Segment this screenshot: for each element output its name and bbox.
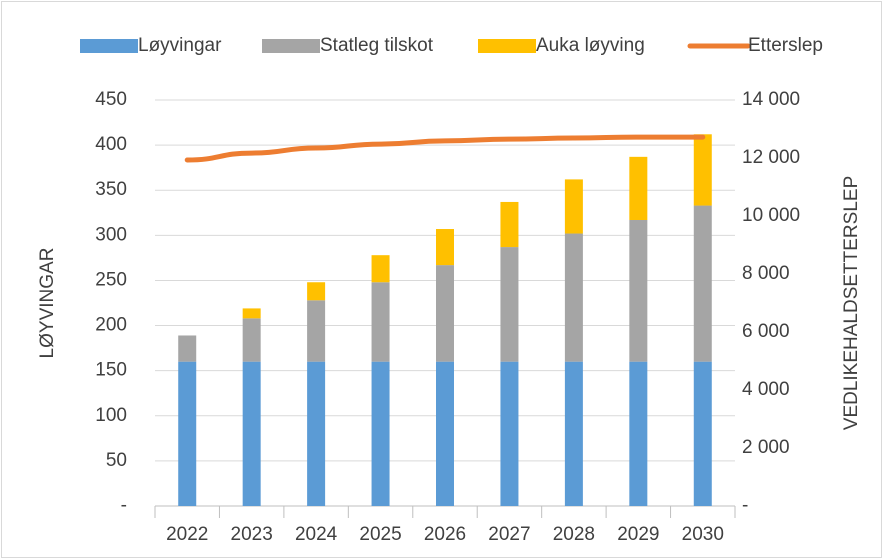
x-tick-label: 2026 xyxy=(424,524,466,545)
bar xyxy=(436,265,454,362)
bar xyxy=(629,156,648,220)
y2-tick-label: - xyxy=(742,495,748,516)
y-tick-label: 450 xyxy=(95,89,127,110)
y2-tick-label: 14 000 xyxy=(742,89,800,110)
legend-label: Etterslep xyxy=(748,35,823,56)
y-tick-label: 250 xyxy=(95,269,127,290)
bar xyxy=(178,361,197,506)
legend-label: Auka løyving xyxy=(536,35,645,56)
legend-swatch xyxy=(262,39,320,53)
bar xyxy=(564,233,583,362)
y2-tick-label: 4 000 xyxy=(742,379,790,400)
legend-label: Statleg tilskot xyxy=(320,35,434,56)
x-tick-label: 2023 xyxy=(231,524,273,545)
bar xyxy=(242,361,261,506)
y-axis-label: LØYVINGAR xyxy=(37,248,58,359)
bar xyxy=(242,308,261,319)
bar xyxy=(371,282,390,362)
bar xyxy=(371,255,390,283)
x-tick-label: 2025 xyxy=(359,524,401,545)
bar xyxy=(629,219,648,362)
bar xyxy=(629,361,648,506)
x-tick-label: 2024 xyxy=(295,524,338,545)
legend-label: Løyvingar xyxy=(138,35,222,56)
bar xyxy=(436,229,454,266)
bar xyxy=(500,201,519,248)
y2-tick-label: 12 000 xyxy=(742,147,800,168)
bar xyxy=(242,318,261,362)
bar xyxy=(436,361,454,506)
y-tick-label: - xyxy=(121,495,127,516)
y2-axis-label: VEDLIKEHALDSETTERSLEP xyxy=(841,176,862,430)
y-tick-label: 350 xyxy=(95,179,127,200)
y-tick-label: 400 xyxy=(95,134,127,155)
bar xyxy=(500,361,519,506)
line xyxy=(184,134,706,163)
y-tick-label: 300 xyxy=(95,224,127,245)
bar xyxy=(693,205,712,362)
y2-tick-label: 10 000 xyxy=(742,205,800,226)
x-tick-label: 2030 xyxy=(682,524,724,545)
bar xyxy=(307,282,326,301)
bar xyxy=(371,361,390,506)
y-tick-label: 50 xyxy=(106,450,127,471)
x-tick-label: 2029 xyxy=(617,524,659,545)
bar xyxy=(693,134,712,206)
bar xyxy=(307,361,326,506)
y2-tick-label: 2 000 xyxy=(742,437,790,458)
x-tick-label: 2028 xyxy=(553,524,595,545)
x-tick-label: 2027 xyxy=(488,524,530,545)
legend-swatch xyxy=(478,39,536,53)
bar xyxy=(500,247,519,362)
x-tick-label: 2022 xyxy=(166,524,208,545)
y2-tick-label: 8 000 xyxy=(742,263,790,284)
y-tick-label: 100 xyxy=(95,405,127,426)
bar xyxy=(178,335,197,362)
bar xyxy=(564,361,583,506)
bar xyxy=(564,179,583,234)
bar xyxy=(693,361,712,506)
y-tick-label: 150 xyxy=(95,360,127,381)
bar xyxy=(307,300,326,362)
y-tick-label: 200 xyxy=(95,315,127,336)
legend-swatch xyxy=(80,39,138,53)
y2-tick-label: 6 000 xyxy=(742,321,790,342)
